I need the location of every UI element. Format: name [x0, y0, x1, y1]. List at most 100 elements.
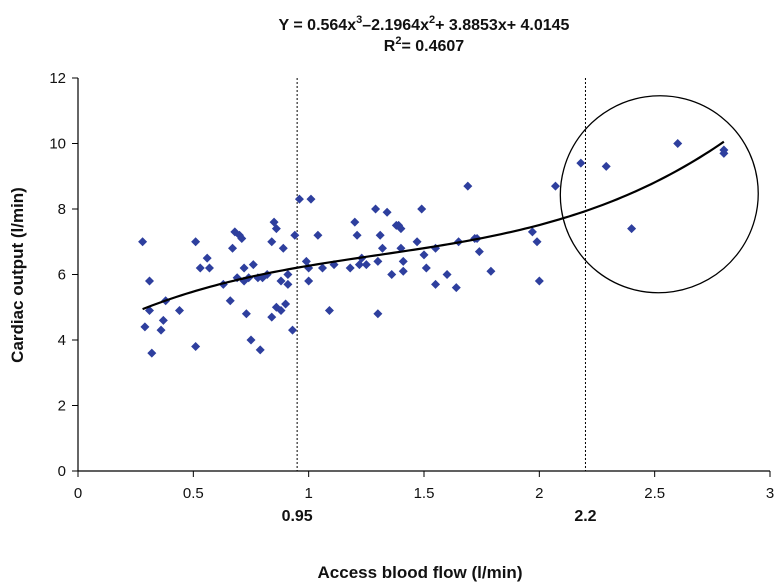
trendline-layer	[142, 140, 725, 311]
highlight-ellipse	[559, 95, 759, 294]
data-point	[396, 224, 406, 234]
y-tick-label: 12	[49, 70, 66, 87]
data-point	[195, 263, 205, 273]
data-point	[532, 237, 542, 247]
data-point	[627, 224, 637, 234]
data-point	[421, 263, 431, 273]
y-tick-label: 8	[58, 201, 66, 218]
y-tick-label: 6	[58, 267, 66, 284]
data-point	[673, 139, 683, 148]
data-point	[474, 247, 484, 257]
data-point	[290, 230, 300, 240]
data-point	[241, 309, 251, 319]
data-point	[255, 345, 265, 355]
data-point	[267, 237, 277, 247]
chart-title: Y = 0.564x3–2.1964x2+ 3.8853x+ 4.0145 R2…	[279, 14, 570, 55]
x-tick-label: 1.5	[414, 485, 435, 502]
data-point	[550, 181, 560, 191]
data-point	[239, 263, 249, 273]
x-tick-label: 2.5	[644, 485, 665, 502]
data-point	[288, 325, 298, 335]
data-point	[283, 279, 293, 289]
data-point	[398, 266, 408, 276]
data-point	[278, 243, 288, 253]
data-point	[271, 224, 281, 234]
data-point	[318, 263, 328, 273]
reference-line-label: 2.2	[574, 508, 596, 525]
data-point	[228, 243, 238, 253]
data-point	[174, 306, 184, 316]
data-point	[276, 306, 286, 316]
reference-line-label: 0.95	[282, 508, 313, 525]
data-point	[373, 309, 383, 319]
polynomial-trendline	[142, 140, 725, 311]
data-point	[442, 270, 452, 279]
data-point	[191, 342, 201, 352]
y-tick-label: 10	[49, 136, 66, 153]
data-point	[576, 158, 586, 168]
data-point	[156, 325, 166, 335]
regression-equation: Y = 0.564x3–2.1964x2+ 3.8853x+ 4.0145	[279, 14, 570, 34]
data-point	[248, 260, 258, 270]
y-tick-label: 4	[58, 332, 66, 349]
r-squared: R2= 0.4607	[384, 35, 465, 55]
y-tick-label: 0	[58, 463, 66, 480]
data-point	[313, 230, 323, 240]
data-point	[204, 263, 214, 273]
data-point	[202, 253, 212, 263]
y-axis-label: Cardiac output (l/min)	[8, 187, 27, 363]
data-point	[412, 237, 422, 247]
data-point	[352, 230, 362, 240]
y-tick-label: 2	[58, 398, 66, 415]
data-point	[304, 276, 314, 286]
data-point	[373, 256, 383, 266]
data-point	[324, 306, 334, 316]
data-point	[147, 348, 157, 358]
data-point	[398, 256, 408, 266]
data-point	[283, 270, 293, 279]
axes	[72, 77, 771, 477]
data-point	[345, 263, 355, 273]
data-point	[267, 312, 277, 322]
ellipse-layer	[559, 95, 759, 294]
x-tick-label: 0	[74, 485, 82, 502]
data-point	[361, 260, 371, 270]
data-point	[719, 145, 729, 155]
data-point	[246, 335, 256, 345]
reference-lines: 0.95 2.2	[282, 78, 597, 525]
data-point	[237, 233, 247, 243]
data-point	[350, 217, 360, 227]
data-point	[294, 194, 304, 204]
data-point	[417, 204, 427, 214]
data-point	[158, 315, 168, 325]
data-point	[382, 207, 392, 217]
data-point	[306, 194, 316, 204]
x-tick-label: 2	[535, 485, 543, 502]
data-point	[419, 250, 429, 260]
data-point	[601, 161, 611, 171]
data-point	[431, 279, 441, 289]
data-point	[451, 283, 461, 293]
tick-labels: 0 0.5 1 1.5 2 2.5 3 0 2 4 6 8 10 12	[49, 70, 774, 502]
data-points	[138, 139, 729, 358]
data-point	[140, 322, 150, 332]
data-point	[225, 296, 235, 306]
data-point	[463, 181, 473, 191]
data-point	[534, 276, 544, 286]
data-point	[276, 276, 286, 286]
data-point	[138, 237, 148, 247]
data-point	[371, 204, 381, 214]
data-point	[281, 299, 291, 309]
data-point	[145, 276, 155, 286]
data-point	[486, 266, 496, 276]
x-axis-label: Access blood flow (l/min)	[318, 563, 523, 582]
x-tick-label: 1	[304, 485, 312, 502]
data-point	[387, 270, 397, 279]
x-tick-label: 3	[766, 485, 774, 502]
data-point	[527, 227, 537, 237]
data-point	[375, 230, 385, 240]
x-tick-label: 0.5	[183, 485, 204, 502]
data-point	[191, 237, 201, 247]
data-point	[377, 243, 387, 253]
